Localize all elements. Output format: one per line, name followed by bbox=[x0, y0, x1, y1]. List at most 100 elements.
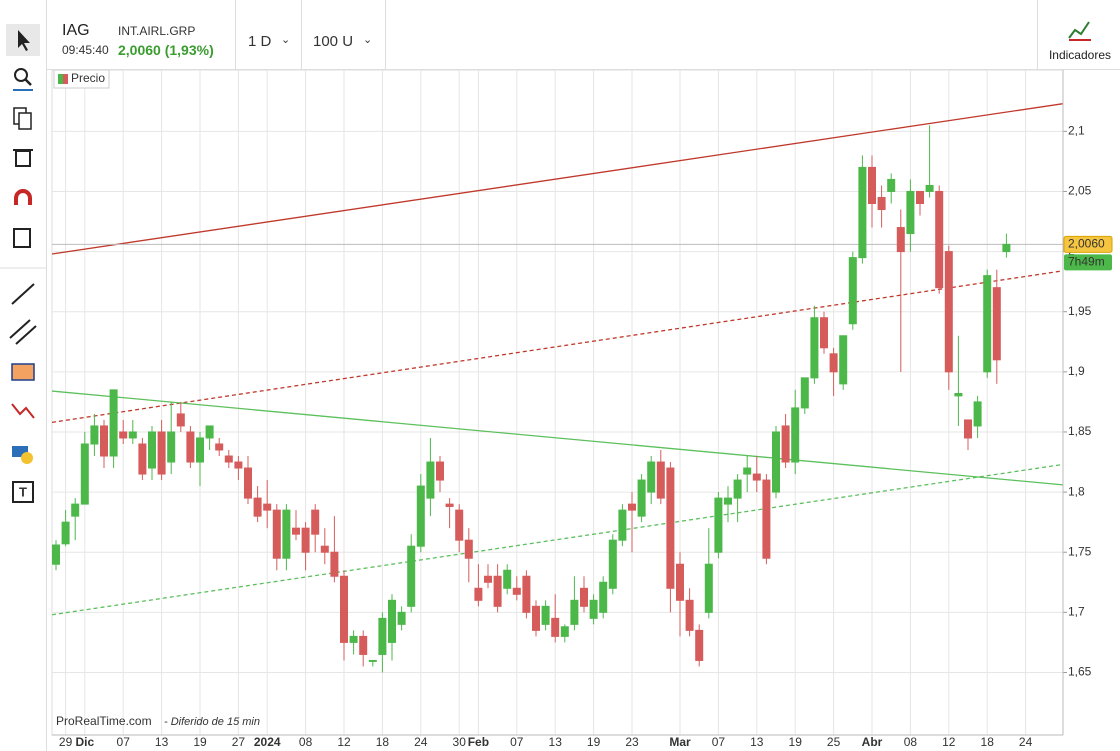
candle-body bbox=[724, 497, 732, 505]
candle-body bbox=[330, 551, 339, 577]
indicators-icon-line bbox=[1068, 21, 1090, 39]
candle-body bbox=[618, 509, 627, 541]
candle-body bbox=[666, 467, 675, 589]
candle-body bbox=[215, 443, 224, 451]
x-tick-label: 24 bbox=[1019, 735, 1033, 749]
x-tick-label: 24 bbox=[414, 735, 428, 749]
indicators-button[interactable]: Indicadores bbox=[1037, 0, 1120, 69]
indicators-label: Indicadores bbox=[1048, 48, 1111, 62]
tool-magnet[interactable] bbox=[14, 189, 32, 205]
candle-body bbox=[608, 539, 617, 589]
candle-body bbox=[90, 425, 99, 445]
candle-body bbox=[829, 353, 838, 373]
candles bbox=[52, 125, 1011, 673]
countdown-box bbox=[1064, 254, 1112, 271]
x-tick-label: 27 bbox=[232, 735, 246, 749]
header: IAG 09:45:40 INT.AIRL.GRP 2,0060 (1,93%)… bbox=[47, 0, 1120, 70]
x-tick-label: 29 bbox=[59, 735, 73, 749]
x-tick-label: 08 bbox=[299, 735, 313, 749]
units: 100 U bbox=[313, 33, 354, 50]
tool-shapes-circle bbox=[21, 452, 33, 464]
indicators-icon bbox=[1068, 21, 1091, 41]
units-select[interactable]: 100 U ⌄ bbox=[301, 0, 386, 69]
x-tick-label: Dic bbox=[75, 735, 94, 749]
candle-body bbox=[589, 599, 598, 619]
x-tick-label: 18 bbox=[981, 735, 995, 749]
tool-fibonacci[interactable] bbox=[11, 363, 35, 381]
trendline bbox=[51, 390, 1064, 486]
tool-notes[interactable] bbox=[13, 228, 31, 248]
candle-body bbox=[800, 377, 809, 409]
legend-swatch bbox=[63, 74, 68, 84]
symbol-cell[interactable]: IAG 09:45:40 INT.AIRL.GRP 2,0060 (1,93%) bbox=[47, 0, 236, 69]
x-tick-label: 19 bbox=[193, 735, 207, 749]
x-tick-label: 19 bbox=[789, 735, 803, 749]
tool-pattern[interactable] bbox=[11, 403, 35, 419]
candle-body bbox=[896, 227, 905, 253]
tool-delete[interactable] bbox=[15, 150, 31, 167]
candle-body bbox=[992, 287, 1001, 361]
candle-body bbox=[973, 401, 982, 427]
countdown-label: 7h49m bbox=[1068, 255, 1105, 269]
tool-zoom[interactable] bbox=[14, 68, 28, 82]
legend-label: Precio bbox=[71, 71, 105, 85]
candle-body bbox=[71, 503, 80, 517]
interval-select[interactable]: 1 D ⌄ bbox=[235, 0, 302, 69]
candle-body bbox=[224, 455, 233, 463]
candle-body bbox=[493, 575, 502, 607]
candle-body bbox=[340, 575, 348, 643]
candle-body bbox=[176, 413, 185, 427]
x-tick-label: Feb bbox=[468, 735, 489, 749]
candle-body bbox=[61, 521, 70, 545]
candle-body bbox=[436, 461, 444, 481]
dropdown-arrow: ⌄ bbox=[363, 34, 373, 46]
tool-channel[interactable] bbox=[9, 319, 31, 339]
candle-body bbox=[138, 443, 147, 475]
candle-body bbox=[868, 166, 876, 204]
x-tick-label: 08 bbox=[904, 735, 918, 749]
candle-body bbox=[378, 617, 387, 655]
x-tick-label: 13 bbox=[155, 735, 169, 749]
candle-body bbox=[685, 599, 694, 631]
candle-body bbox=[368, 659, 377, 662]
tool-shapes[interactable] bbox=[12, 446, 28, 457]
candle-body bbox=[205, 425, 214, 439]
tool-zoom-handle bbox=[24, 78, 32, 86]
x-tick-label: 18 bbox=[376, 735, 390, 749]
candle-body bbox=[416, 485, 425, 547]
candle-body bbox=[474, 587, 483, 601]
x-tick-label: 07 bbox=[117, 735, 131, 749]
candle-body bbox=[503, 569, 512, 589]
candle-body bbox=[282, 509, 291, 559]
instrument-name: INT.AIRL.GRP bbox=[118, 24, 196, 38]
candle-body bbox=[407, 545, 416, 607]
tool-text[interactable] bbox=[12, 481, 34, 503]
x-tick-label: 13 bbox=[750, 735, 764, 749]
candle-body bbox=[109, 389, 118, 457]
footer: ProRealTime.com bbox=[56, 714, 152, 728]
candle-body bbox=[397, 611, 406, 625]
candle-body bbox=[512, 587, 521, 595]
candle-body bbox=[820, 317, 828, 349]
x-tick-label: 30 bbox=[453, 735, 467, 749]
y-tick-label: 1,9 bbox=[1068, 364, 1085, 378]
y-tick-label: 1,8 bbox=[1068, 484, 1085, 498]
tool-pointer[interactable] bbox=[18, 30, 30, 51]
tool-text-glyph: T bbox=[19, 484, 27, 499]
x-tick-label: 12 bbox=[337, 735, 351, 749]
candle-body bbox=[848, 257, 857, 325]
y-tick-label: 1,7 bbox=[1068, 605, 1085, 619]
candle-body bbox=[858, 166, 867, 259]
candle-body bbox=[925, 184, 934, 192]
candle-body bbox=[522, 575, 531, 613]
trendline bbox=[51, 463, 1064, 616]
y-tick-label: 2,05 bbox=[1068, 184, 1092, 198]
candle-body bbox=[944, 251, 953, 373]
candle-body bbox=[781, 425, 790, 463]
interval: 1 D bbox=[248, 33, 272, 50]
tool-line[interactable] bbox=[11, 283, 35, 305]
candle-body bbox=[560, 626, 569, 637]
candle-body bbox=[637, 479, 646, 517]
tool-channel-2 bbox=[15, 325, 37, 345]
